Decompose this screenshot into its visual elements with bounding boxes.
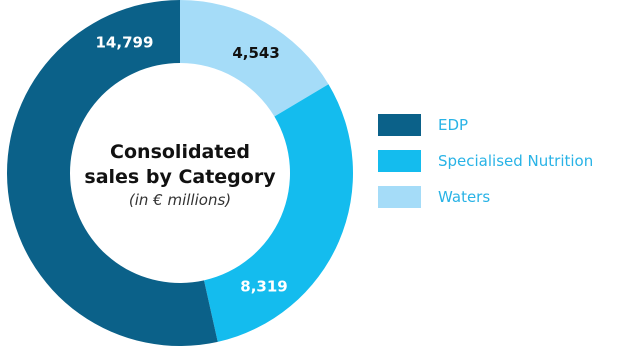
slice-edp	[7, 0, 218, 346]
donut-center-caption: Consolidated sales by Category (in € mil…	[70, 140, 290, 211]
legend-label-edp: EDP	[438, 116, 469, 134]
legend-item-edp: EDP	[378, 114, 593, 136]
legend-label-specialised-nutrition: Specialised Nutrition	[438, 152, 594, 170]
slice-waters	[180, 0, 329, 117]
legend-swatch-edp	[378, 114, 421, 136]
value-label-specialised-nutrition: 8,319	[240, 277, 287, 295]
chart-title-line-1: Consolidated	[110, 141, 250, 163]
legend-item-waters: Waters	[378, 186, 593, 208]
legend-swatch-waters	[378, 186, 421, 208]
legend: EDP Specialised Nutrition Waters	[378, 114, 593, 222]
legend-swatch-specialised-nutrition	[378, 150, 421, 172]
legend-item-specialised-nutrition: Specialised Nutrition	[378, 150, 593, 172]
chart-title-line-2: sales by Category	[84, 166, 276, 188]
legend-label-waters: Waters	[438, 188, 491, 206]
slice-specialised-nutrition	[204, 84, 354, 342]
value-label-waters: 4,543	[232, 44, 279, 62]
value-label-edp: 14,799	[96, 33, 154, 51]
chart-subtitle: (in € millions)	[128, 191, 232, 209]
